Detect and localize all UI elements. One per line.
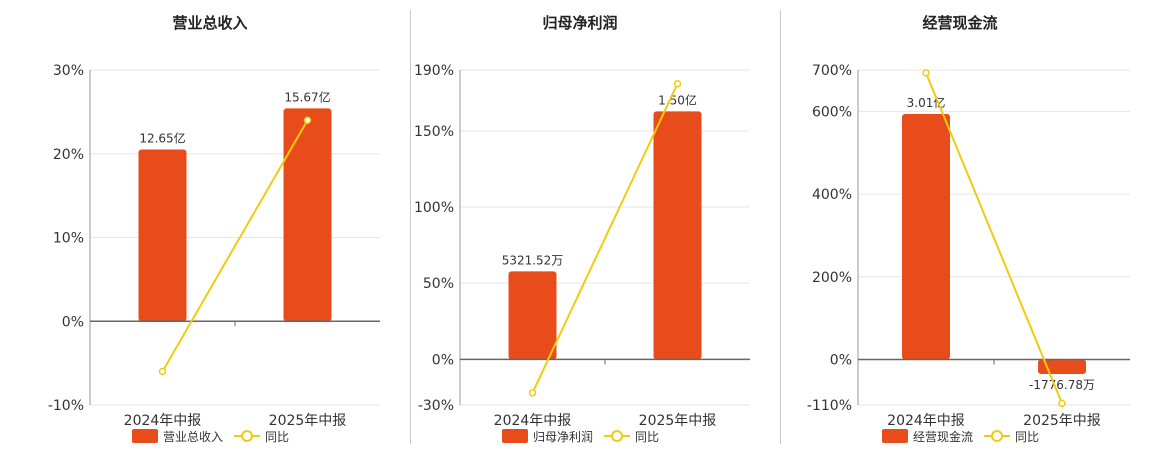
yoy-line (161, 119, 309, 372)
legend-line-label: 同比 (1015, 430, 1039, 444)
x-tick-label: 2025年中报 (269, 413, 347, 429)
x-tick-label: 2025年中报 (1023, 413, 1101, 429)
y-tick-label: -30% (418, 398, 454, 414)
chart-title: 经营现金流 (922, 14, 997, 32)
bar-data-label: 5321.52万 (502, 253, 564, 267)
legend-line-label: 同比 (635, 430, 659, 444)
yoy-line (531, 83, 679, 394)
bar (902, 114, 950, 360)
y-tick-label: 100% (414, 200, 454, 216)
bar (283, 108, 332, 322)
bar (1038, 359, 1086, 374)
y-tick-label: -110% (807, 398, 852, 414)
legend-line-marker (611, 430, 623, 442)
y-tick-label: 200% (812, 270, 852, 286)
bar (653, 111, 702, 360)
x-tick-label: 2024年中报 (494, 413, 572, 429)
legend-line-marker (991, 430, 1003, 442)
yoy-point (1058, 399, 1066, 408)
bar (138, 149, 187, 322)
bar-data-label: -1776.78万 (1029, 378, 1095, 392)
legend-bar-swatch (502, 429, 528, 443)
bar-data-label: 12.65亿 (139, 130, 185, 145)
bar-data-label: 1.50亿 (658, 92, 697, 107)
x-tick-label: 2024年中报 (887, 413, 965, 429)
y-tick-label: 0% (432, 352, 454, 368)
x-tick-label: 2024年中报 (124, 413, 202, 429)
chart-panel-cash-flow: 经营现金流 -110% 0% 200% 400% 600% 700% 3.01亿 -1776.7… (760, 0, 1160, 450)
y-tick-label: 700% (812, 63, 852, 79)
yoy-point (673, 79, 682, 88)
legend-line-marker (241, 430, 253, 442)
bar-data-label: 15.67亿 (284, 89, 330, 104)
yoy-point (158, 367, 167, 376)
legend-bar-label: 营业总收入 (163, 430, 223, 444)
legend-bar-label: 经营现金流 (913, 429, 973, 444)
y-tick-label: 400% (812, 187, 852, 203)
chart-net-profit: 归母净利润 -30% 0% 50% 100% 150% 190% 5321.52万 1.50亿 2… (414, 14, 750, 444)
y-tick-label: 190% (414, 63, 454, 79)
y-tick-label: 0% (62, 314, 84, 330)
y-tick-label: 0% (830, 353, 852, 369)
chart-title: 营业总收入 (172, 14, 247, 32)
y-tick-label: 10% (53, 231, 84, 247)
y-tick-label: 150% (414, 124, 454, 140)
chart-panel-revenue: 营业总收入 -10% 0% 10% 20% 30% 12.65亿 15.67亿 2024年中报 2… (0, 0, 390, 450)
chart-title: 归母净利润 (542, 14, 617, 32)
y-tick-label: 50% (423, 276, 454, 292)
legend-line-label: 同比 (265, 430, 289, 444)
y-tick-label: 600% (812, 104, 852, 120)
panel-divider (410, 10, 411, 444)
y-tick-label: 20% (53, 147, 84, 163)
x-tick-label: 2025年中报 (639, 413, 717, 429)
legend-bar-label: 归母净利润 (533, 430, 593, 444)
y-tick-label: -10% (48, 398, 84, 414)
chart-revenue: 营业总收入 -10% 0% 10% 20% 30% 12.65亿 15.67亿 2024年中报 2… (48, 14, 380, 444)
legend-bar-swatch (882, 429, 908, 443)
chart-panel-net-profit: 归母净利润 -30% 0% 50% 100% 150% 190% 5321.52万 1.50亿 2… (390, 0, 760, 450)
y-tick-label: 30% (53, 63, 84, 79)
yoy-point (303, 116, 312, 124)
yoy-line (925, 72, 1063, 404)
bar (508, 271, 557, 360)
chart-cash-flow: 经营现金流-110%0%200%400%600%700%3.01亿-1776.7… (807, 14, 1130, 444)
yoy-point (922, 69, 930, 77)
yoy-point (528, 389, 537, 397)
panel-divider (780, 10, 781, 444)
legend-bar-swatch (132, 429, 158, 443)
